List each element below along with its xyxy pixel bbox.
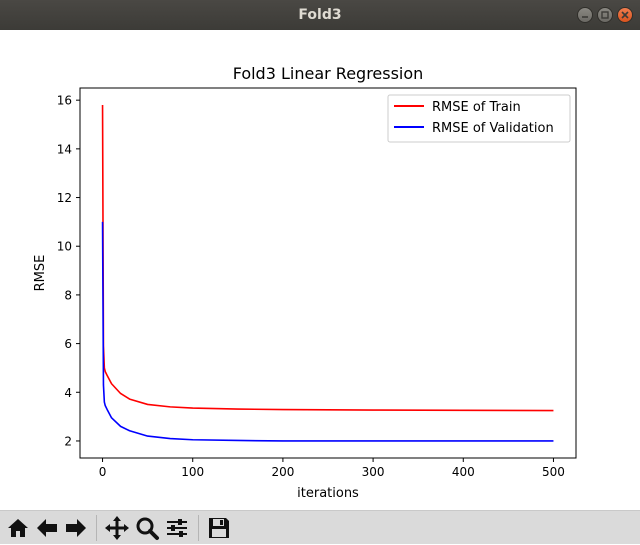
line-chart: Fold3 Linear Regression 2 4 6 8 10 12 14 16 0 10…: [33, 64, 577, 501]
y-tick-label: 2: [64, 434, 72, 448]
legend: RMSE of Train RMSE of Validation: [387, 94, 571, 143]
legend-label-validation: RMSE of Validation: [432, 121, 554, 136]
save-icon: [209, 518, 229, 538]
x-tick-label: 500: [542, 465, 565, 479]
y-tick-label: 6: [64, 337, 72, 351]
series-group: [101, 105, 554, 442]
navigation-toolbar: [0, 510, 640, 544]
back-arrow-icon: [37, 519, 57, 537]
maximize-icon: [601, 11, 609, 19]
y-tick-label: 16: [57, 94, 72, 108]
y-axis-label: RMSE: [33, 255, 48, 292]
close-icon: [621, 11, 629, 19]
minimize-icon: [582, 16, 588, 18]
back-button[interactable]: [34, 515, 60, 541]
toolbar-separator: [96, 515, 97, 541]
window-title: Fold3: [298, 7, 342, 23]
toolbar-separator: [198, 515, 199, 541]
pan-button[interactable]: [104, 515, 130, 541]
window-titlebar: Fold3: [0, 0, 640, 30]
maximize-button[interactable]: [597, 7, 613, 23]
y-tick-label: 14: [57, 142, 72, 156]
x-tick-label: 0: [99, 465, 107, 479]
x-tick-label: 100: [181, 465, 204, 479]
y-axis: 2 4 6 8 10 12 14 16: [57, 94, 80, 448]
x-axis: 0 100 200 300 400 500: [99, 458, 565, 479]
forward-arrow-icon: [66, 519, 86, 537]
minimize-button[interactable]: [577, 7, 593, 23]
legend-label-train: RMSE of Train: [432, 100, 521, 115]
close-button[interactable]: [617, 7, 633, 23]
home-button[interactable]: [5, 515, 31, 541]
figure-canvas: Fold3 Linear Regression 2 4 6 8 10 12 14 16 0 10…: [0, 30, 640, 510]
y-tick-label: 4: [64, 386, 72, 400]
y-tick-label: 10: [57, 240, 72, 254]
pan-icon: [105, 516, 129, 540]
zoom-icon: [136, 517, 159, 540]
x-tick-label: 200: [271, 465, 294, 479]
configure-subplots-button[interactable]: [164, 515, 190, 541]
save-button[interactable]: [206, 515, 232, 541]
forward-button[interactable]: [63, 515, 89, 541]
x-tick-label: 300: [362, 465, 385, 479]
configure-subplots-icon: [167, 519, 187, 537]
y-tick-label: 8: [64, 288, 72, 302]
chart-title: Fold3 Linear Regression: [233, 64, 424, 83]
home-icon: [8, 519, 28, 537]
y-tick-label: 12: [57, 191, 72, 205]
x-axis-label: iterations: [297, 486, 359, 501]
series-line-train: [101, 105, 554, 412]
x-tick-label: 400: [452, 465, 475, 479]
zoom-button[interactable]: [134, 515, 160, 541]
legend-box: [387, 94, 571, 143]
plot-area: [79, 87, 577, 459]
series-line-validation: [101, 221, 554, 442]
